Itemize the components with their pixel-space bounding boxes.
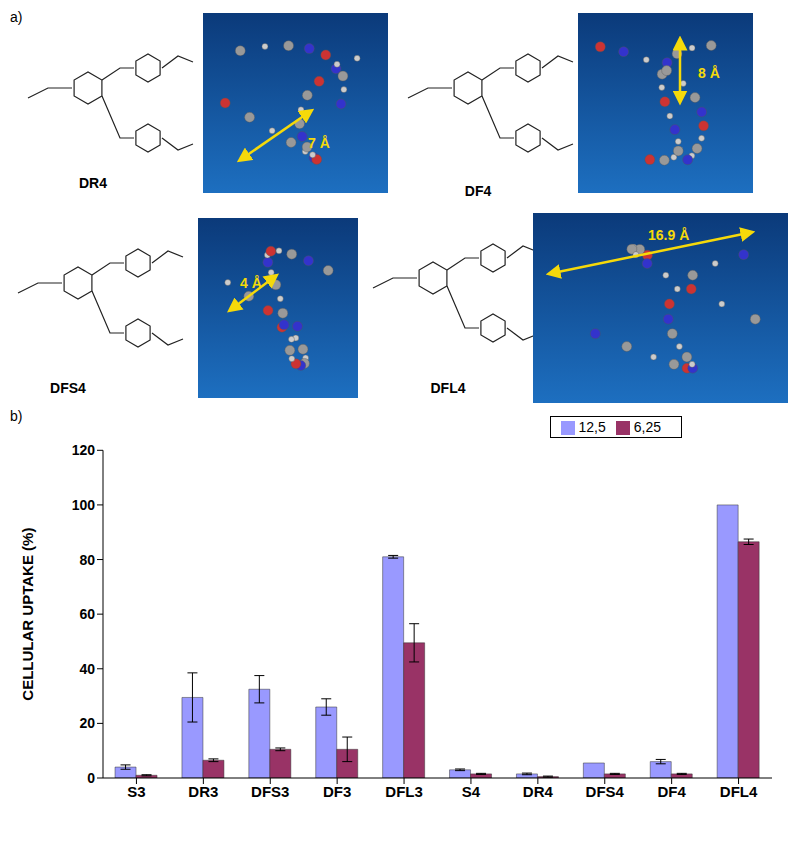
svg-text:S3: S3	[127, 783, 145, 800]
svg-text:DFL4: DFL4	[720, 783, 758, 800]
svg-text:DR4: DR4	[79, 175, 107, 191]
svg-text:20: 20	[79, 715, 95, 731]
svg-text:DFS4: DFS4	[586, 783, 625, 800]
svg-text:80: 80	[79, 552, 95, 568]
html-text:12,5: 12,5	[578, 419, 606, 435]
svg-text:7 Å: 7 Å	[308, 135, 330, 151]
svg-text:120: 120	[72, 442, 96, 458]
svg-text:a): a)	[10, 9, 22, 25]
svg-text:DFL4: DFL4	[431, 380, 466, 396]
svg-text:DR4: DR4	[523, 783, 554, 800]
svg-text:DF3: DF3	[323, 783, 351, 800]
svg-text:DFS3: DFS3	[251, 783, 289, 800]
svg-text:16.9 Å: 16.9 Å	[648, 227, 689, 243]
html-text:6,25: 6,25	[633, 419, 661, 435]
svg-text:DF4: DF4	[465, 183, 492, 199]
svg-text:4 Å: 4 Å	[240, 275, 262, 291]
svg-text:100: 100	[72, 497, 96, 513]
svg-text:CELLULAR UPTAKE (%): CELLULAR UPTAKE (%)	[19, 528, 36, 701]
svg-text:DFS4: DFS4	[50, 380, 86, 396]
svg-text:8 Å: 8 Å	[698, 65, 720, 81]
svg-text:DFL3: DFL3	[385, 783, 423, 800]
svg-text:40: 40	[79, 661, 95, 677]
svg-text:0: 0	[87, 770, 95, 786]
html-text:b): b)	[10, 408, 23, 424]
svg-text:S4: S4	[462, 783, 481, 800]
svg-text:60: 60	[79, 606, 95, 622]
svg-text:DF4: DF4	[657, 783, 686, 800]
svg-text:DR3: DR3	[188, 783, 218, 800]
